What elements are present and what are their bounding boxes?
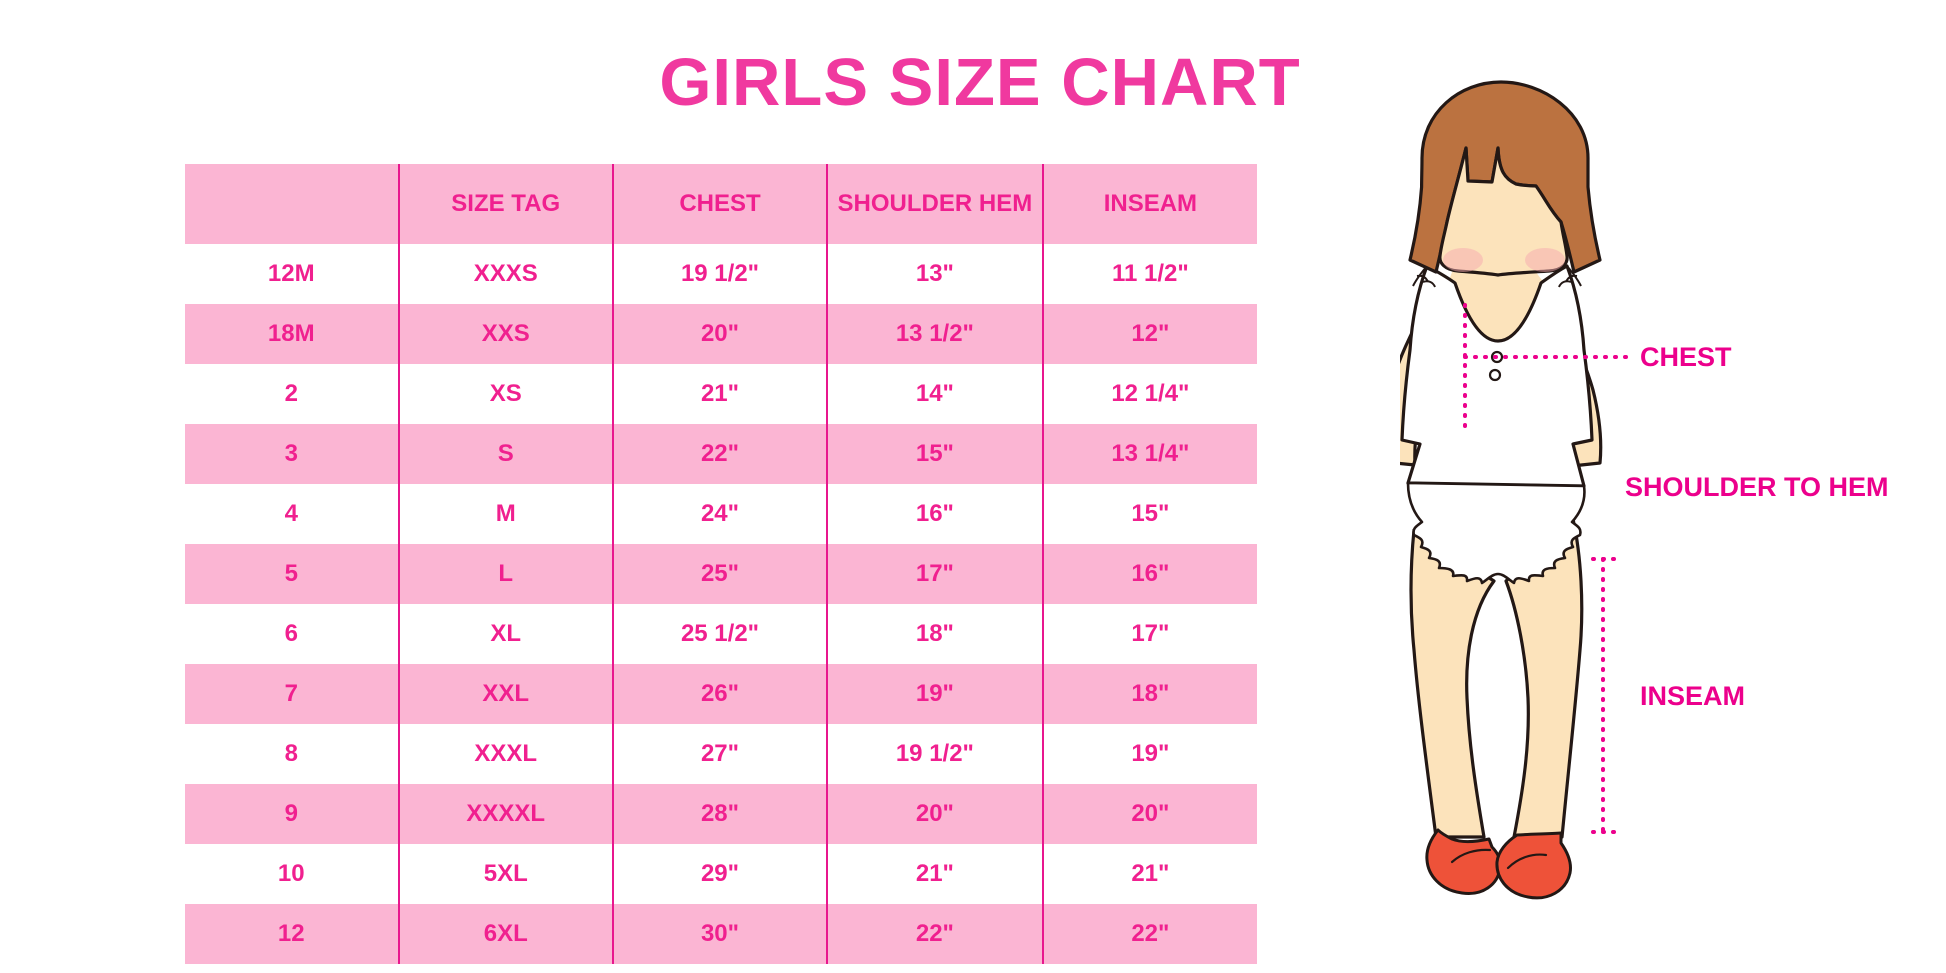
svg-text:INSEAM: INSEAM bbox=[1640, 681, 1745, 711]
svg-text:CHEST: CHEST bbox=[1640, 342, 1732, 372]
svg-text:SHOULDER TO HEM: SHOULDER TO HEM bbox=[1625, 472, 1889, 502]
